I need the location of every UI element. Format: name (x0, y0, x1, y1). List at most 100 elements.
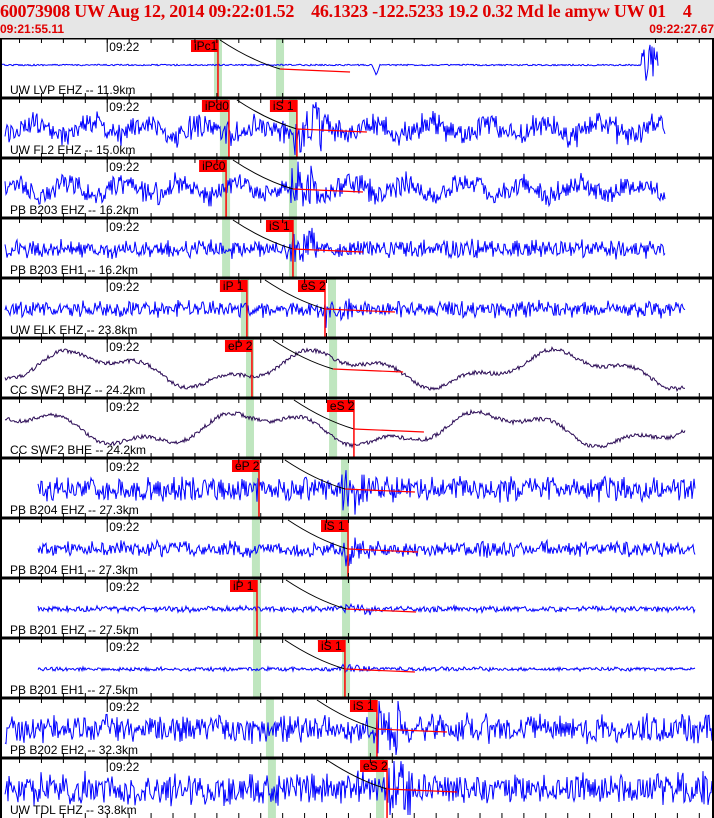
pick-label-box (224, 340, 252, 352)
coda-curve (284, 459, 346, 490)
station-label: PB B204 EHZ -- 27.3km (10, 503, 139, 517)
minute-label: 09:22 (109, 460, 139, 474)
trace-panel: eS 2 09:22 CC SWF2 BHE -- 24.2km (0, 396, 714, 458)
waveform (4, 227, 666, 262)
pick-label: iS 1 (269, 219, 290, 233)
waveform (0, 44, 659, 81)
pick-label-box (269, 100, 297, 112)
minute-label: 09:22 (109, 580, 139, 594)
minute-label: 09:22 (109, 400, 139, 414)
coda-fit-line (280, 68, 351, 73)
waveform (4, 298, 686, 328)
pick-label: iP 1 (233, 579, 254, 593)
end-time: 09:22:27.67 (649, 22, 714, 36)
station-label: UW ELK EHZ -- 23.8km (10, 323, 137, 337)
pick-label-box (190, 40, 218, 52)
station-label: PB B201 EHZ -- 27.5km (10, 623, 139, 637)
pick-label-box (219, 280, 247, 292)
pick-label: eS 2 (330, 399, 355, 413)
pick-label: iPd0 (205, 99, 229, 113)
station-label: CC SWF2 BHZ -- 24.2km (10, 383, 145, 397)
station-label: PB B203 EH1 -- 16.2km (10, 263, 138, 277)
trace-panel: iS 1 09:22 PB B202 EH2 -- 32.3km (0, 696, 714, 758)
pick-label: iPc0 (202, 159, 226, 173)
waveform (37, 470, 696, 515)
seismogram-panels: iPc1 09:22 UW LVP EHZ -- 11.9km iPd0 iS 1 09:… (0, 38, 714, 818)
coda-fit-line (333, 368, 404, 373)
station-label: CC SWF2 BHE -- 24.2km (10, 443, 146, 457)
minute-label: 09:22 (109, 640, 139, 654)
trace-panel: iS 1 09:22 PB B204 EH1 -- 27.3km (0, 516, 714, 578)
predicted-arrival-band (342, 638, 351, 698)
coda-curve (326, 759, 388, 790)
pick-label-box (265, 220, 293, 232)
trace-panel: iP 1 eS 2 09:22 UW ELK EHZ -- 23.8km (0, 276, 714, 338)
coda-fit-line (292, 248, 363, 253)
predicted-arrival-band (251, 518, 260, 578)
predicted-arrival-band (376, 758, 385, 818)
coda-curve (264, 279, 326, 310)
predicted-arrival-band (367, 698, 376, 758)
trace-panel: iS 1 09:22 PB B201 EH1 -- 27.5km (0, 636, 714, 698)
minute-label: 09:22 (109, 340, 139, 354)
waveform (4, 346, 686, 392)
minute-label: 09:22 (109, 280, 139, 294)
trace-panel: eS 2 09:22 UW TDL EHZ -- 33.8km (0, 756, 714, 818)
event-header: 60073908 UW Aug 12, 2014 09:22:01.52 46.… (0, 0, 714, 38)
pick-label: iP 1 (223, 279, 244, 293)
coda-fit-line (344, 488, 415, 493)
predicted-arrival-band (267, 758, 276, 818)
minute-label: 09:22 (109, 700, 139, 714)
pick-label-box (360, 760, 388, 772)
coda-curve (232, 159, 294, 190)
waveform (4, 408, 686, 449)
pick-label: iS 1 (273, 99, 294, 113)
pick-label: iS 1 (321, 639, 342, 653)
coda-curve (287, 519, 349, 550)
station-label: PB B204 EH1 -- 27.3km (10, 563, 138, 577)
coda-fit-line (292, 188, 363, 193)
coda-curve (285, 579, 347, 610)
station-label: PB B203 EHZ -- 16.2km (10, 203, 139, 217)
pick-label-box (326, 400, 354, 412)
coda-curve (272, 339, 334, 370)
predicted-arrival-band (329, 338, 338, 398)
minute-label: 09:22 (109, 100, 139, 114)
trace-panel: iPc0 09:22 PB B203 EHZ -- 16.2km (0, 156, 714, 218)
coda-curve (293, 399, 355, 430)
trace-panel: iS 1 09:22 PB B203 EH1 -- 16.2km (0, 216, 714, 278)
minute-label: 09:22 (109, 520, 139, 534)
predicted-arrival-band (329, 398, 338, 458)
pick-label: eS 2 (301, 279, 326, 293)
station-label: UW LVP EHZ -- 11.9km (10, 83, 135, 97)
pick-label: eS 2 (363, 759, 388, 773)
coda-fit-line (346, 608, 417, 613)
trace-panel: eP 2 09:22 PB B204 EHZ -- 27.3km (0, 456, 714, 518)
trace-panel: iPd0 iS 1 09:22 UW FL2 EHZ -- 15.0km (0, 96, 714, 158)
waveform (37, 602, 696, 616)
pick-label: iS 1 (324, 519, 345, 533)
pick-label-box (201, 100, 229, 112)
minute-label: 09:22 (109, 40, 139, 54)
start-time: 09:21:55.11 (0, 22, 65, 36)
waveform (4, 102, 666, 156)
predicted-arrival-band (265, 698, 274, 758)
coda-fit-line (344, 668, 415, 673)
pick-label: iS 1 (353, 699, 374, 713)
minute-label: 09:22 (109, 760, 139, 774)
coda-curve (219, 39, 281, 70)
pick-label-box (199, 160, 227, 172)
coda-fit-line (353, 428, 424, 433)
coda-fit-line (376, 728, 447, 733)
trace-panel: iP 1 09:22 PB B201 EHZ -- 27.5km (0, 576, 714, 638)
pick-label: iPc1 (194, 39, 218, 53)
coda-fit-line (296, 128, 367, 133)
event-title: 60073908 UW Aug 12, 2014 09:22:01.52 46.… (0, 1, 692, 21)
pick-label-box (317, 640, 345, 652)
coda-curve (236, 99, 298, 130)
station-label: UW FL2 EHZ -- 15.0km (10, 143, 135, 157)
coda-curve (232, 219, 294, 250)
predicted-arrival-band (328, 278, 337, 338)
waveform (4, 700, 714, 756)
coda-fit-line (324, 308, 396, 313)
